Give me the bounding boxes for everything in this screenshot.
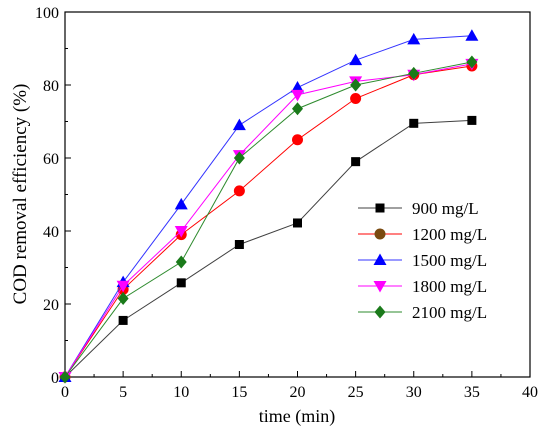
data-point [407, 32, 421, 45]
legend-label: 1200 mg/L [412, 225, 487, 244]
x-tick-label: 10 [173, 384, 189, 401]
x-tick-label: 0 [61, 384, 69, 401]
data-point [234, 240, 244, 250]
legend-label: 1500 mg/L [412, 251, 487, 270]
x-tick-label: 30 [406, 384, 422, 401]
x-tick-label: 35 [464, 384, 480, 401]
data-point [176, 278, 186, 288]
x-tick-label: 25 [348, 384, 364, 401]
series-4 [59, 55, 478, 384]
data-point [117, 292, 129, 306]
legend-marker [374, 228, 386, 240]
series-line [64, 119, 472, 378]
y-tick-label: 80 [43, 78, 59, 95]
data-point [293, 218, 302, 228]
legend-item: 1200 mg/L [358, 225, 487, 244]
legend-item: 1500 mg/L [358, 251, 487, 270]
data-point [59, 370, 71, 384]
data-point [174, 197, 188, 210]
data-point [174, 226, 188, 238]
data-point [233, 185, 245, 197]
legend-item: 1800 mg/L [358, 277, 487, 296]
x-tick-label: 15 [231, 384, 247, 401]
data-point [291, 81, 304, 93]
y-tick-label: 20 [43, 297, 59, 314]
data-point [467, 115, 477, 125]
legend-item: 2100 mg/L [358, 303, 487, 322]
x-tick-label: 40 [522, 384, 538, 401]
data-point [408, 66, 420, 80]
series-1 [59, 60, 478, 383]
data-point [409, 118, 419, 128]
series-line [64, 63, 472, 378]
series-layer [58, 29, 479, 384]
data-point [232, 118, 246, 131]
series-line [64, 61, 472, 378]
data-point [351, 157, 361, 167]
y-axis-label: COD removal efficiency (%) [10, 84, 31, 305]
legend-marker [375, 203, 385, 213]
data-point [465, 29, 479, 41]
y-tick-label: 0 [51, 370, 59, 387]
y-tick-label: 40 [43, 224, 59, 241]
legend-marker [373, 281, 387, 293]
legend-marker [374, 305, 386, 319]
x-tick-label: 20 [290, 384, 306, 401]
data-point [292, 134, 303, 146]
data-point [233, 151, 245, 165]
data-point [292, 102, 303, 116]
data-point [291, 89, 304, 102]
legend: 900 mg/L 1200 mg/L 1500 mg/L 1800 mg/L 2100 … [358, 199, 487, 322]
legend-label: 900 mg/L [412, 199, 479, 218]
legend-item: 900 mg/L [358, 199, 479, 218]
y-tick-label: 100 [35, 5, 59, 22]
data-point [118, 315, 128, 325]
series-0 [60, 115, 477, 382]
y-tick-label: 60 [43, 151, 59, 168]
legend-label: 1800 mg/L [412, 277, 487, 296]
data-point [350, 78, 362, 92]
x-axis-label: time (min) [259, 406, 335, 427]
data-point [466, 55, 478, 69]
x-tick-label: 5 [119, 384, 127, 401]
series-line [64, 65, 472, 378]
plot-frame [64, 11, 531, 378]
data-point [116, 280, 130, 293]
data-point [350, 93, 362, 105]
axis-ticks: 0 5 10 15 20 25 30 35 40 0 20 40 60 80 100 [35, 5, 538, 401]
series-line [64, 35, 472, 378]
legend-marker [373, 253, 387, 265]
legend-label: 2100 mg/L [412, 303, 487, 322]
series-3 [58, 58, 479, 384]
data-point [349, 53, 363, 66]
data-point [175, 255, 187, 269]
